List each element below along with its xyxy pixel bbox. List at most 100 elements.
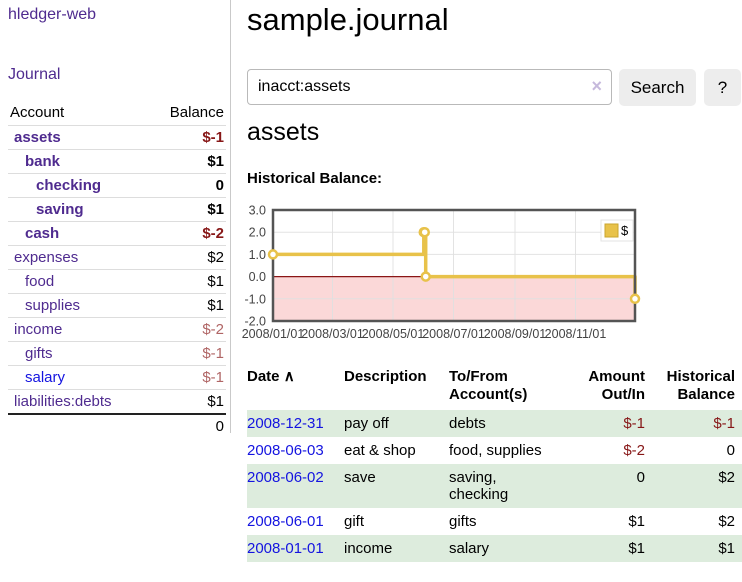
register-date-link[interactable]: 2008-06-02 — [247, 469, 324, 486]
register-header-accounts: To/From Account(s) — [449, 368, 528, 403]
register-balance: $2 — [645, 464, 742, 508]
account-link[interactable]: expenses — [14, 249, 79, 266]
register-amount: 0 — [549, 464, 645, 508]
register-balance: $-1 — [645, 410, 742, 437]
y-axis-tick-label: 0.0 — [249, 270, 266, 284]
help-button[interactable]: ? — [704, 69, 741, 106]
x-axis-tick-label: 2008/07/01 — [422, 327, 485, 341]
account-balance: $-2 — [148, 221, 226, 246]
accounts-table: Account Balance assets $-1 bank $1 checking 0… — [8, 100, 226, 438]
register-date-link[interactable]: 2008-06-03 — [247, 442, 324, 459]
account-row: food $1 — [8, 269, 226, 294]
register-row: 2008-06-02 save saving, checking 0 $2 — [247, 464, 742, 508]
register-description: save — [344, 464, 449, 508]
x-axis-tick-label: 2008/09/01 — [484, 327, 547, 341]
register-header-description: Description — [344, 368, 427, 385]
account-row: liabilities:debts $1 — [8, 389, 226, 414]
account-balance: $2 — [148, 245, 226, 270]
account-balance: $-1 — [148, 125, 226, 150]
register-amount: $-1 — [549, 410, 645, 437]
register-table: Date ∧ Description To/From Account(s) Am… — [247, 360, 742, 562]
register-amount: $1 — [549, 535, 645, 562]
register-description: gift — [344, 513, 365, 530]
legend-label: $ — [621, 223, 629, 238]
accounts-header-account: Account — [10, 104, 65, 121]
data-point-marker — [267, 249, 279, 260]
x-axis-tick-label: 2008/03/01 — [301, 327, 364, 341]
sort-ascending-icon: ∧ — [283, 368, 295, 385]
account-link[interactable]: supplies — [25, 297, 81, 314]
legend-swatch — [604, 223, 619, 238]
account-balance: $-2 — [148, 317, 226, 342]
account-balance: $1 — [148, 149, 226, 174]
register-description: income — [344, 535, 449, 562]
register-row: 2008-06-01 gift gifts $1 $2 — [247, 508, 742, 535]
sidebar-item-journal[interactable]: Journal — [8, 66, 61, 83]
account-row: income $-2 — [8, 317, 226, 342]
data-point-marker — [629, 293, 641, 305]
account-row: checking 0 — [8, 173, 226, 198]
register-balance: 0 — [726, 442, 735, 459]
sidebar: hledger-web Journal Account Balance asse… — [0, 0, 231, 438]
search-button[interactable]: Search — [619, 69, 696, 106]
account-row: bank $1 — [8, 149, 226, 174]
register-header-date[interactable]: Date ∧ — [247, 368, 295, 385]
register-date-link[interactable]: 2008-01-01 — [247, 540, 324, 557]
account-link[interactable]: bank — [25, 153, 61, 170]
y-axis-tick-label: 1.0 — [249, 248, 266, 262]
register-balance: $2 — [718, 513, 735, 530]
x-axis-tick-label: 2008/01/01 — [242, 327, 305, 341]
accounts-header-balance: Balance — [169, 104, 224, 121]
account-row: assets $-1 — [8, 125, 226, 150]
account-link[interactable]: salary — [25, 369, 66, 386]
chart-title: Historical Balance: — [247, 170, 383, 187]
account-row: supplies $1 — [8, 293, 226, 318]
account-link[interactable]: income — [14, 321, 63, 338]
search-input[interactable] — [247, 69, 612, 105]
clear-search-icon[interactable]: × — [591, 76, 602, 96]
register-header-balance: Historical Balance — [666, 368, 735, 403]
account-row: gifts $-1 — [8, 341, 226, 366]
data-point-marker — [419, 226, 430, 238]
register-row: 2008-06-03 eat & shop food, supplies $-2 0 — [247, 437, 742, 464]
y-axis-tick-label: 2.0 — [249, 226, 266, 240]
account-balance: $-1 — [148, 365, 226, 390]
register-accounts: saving, checking — [449, 464, 549, 508]
account-balance: $1 — [148, 197, 226, 222]
account-balance: 0 — [148, 173, 226, 198]
account-link[interactable]: liabilities:debts — [14, 393, 112, 410]
search-form: × — [247, 69, 612, 105]
register-accounts: salary — [449, 535, 549, 562]
register-row: 2008-01-01 income salary $1 $1 — [247, 535, 742, 562]
y-axis-tick-label: -1.0 — [244, 292, 266, 306]
register-description: eat & shop — [344, 442, 416, 459]
account-link[interactable]: checking — [36, 177, 102, 194]
account-balance: $1 — [148, 269, 226, 294]
register-header-amount: Amount Out/In — [588, 368, 645, 403]
account-row: expenses $2 — [8, 245, 226, 270]
account-heading: assets — [247, 118, 320, 146]
app-title-link[interactable]: hledger-web — [8, 6, 97, 23]
y-axis-tick-label: 3.0 — [249, 204, 266, 218]
account-row: saving $1 — [8, 197, 226, 222]
account-link[interactable]: gifts — [25, 345, 53, 362]
account-link[interactable]: assets — [14, 129, 61, 146]
register-accounts: debts — [449, 410, 549, 437]
account-link[interactable]: cash — [25, 225, 60, 242]
register-row: 2008-12-31 pay off debts $-1 $-1 — [247, 410, 742, 437]
page-title: sample.journal — [247, 2, 449, 37]
account-row: salary $-1 — [8, 365, 226, 390]
register-date-link[interactable]: 2008-12-31 — [247, 415, 324, 432]
x-axis-tick-label: 2008/05/01 — [362, 327, 425, 341]
account-balance: $1 — [148, 389, 226, 414]
account-link[interactable]: saving — [36, 201, 84, 218]
register-date-link[interactable]: 2008-06-01 — [247, 513, 324, 530]
account-link[interactable]: food — [25, 273, 55, 290]
account-row: cash $-2 — [8, 221, 226, 246]
register-accounts: gifts — [449, 513, 477, 530]
y-axis-tick-label: -2.0 — [244, 315, 266, 329]
historical-balance-chart: $3.0 2.0 1.0 0.0 -1.0 -2.02008/01/012008/03/0… — [242, 204, 641, 341]
register-balance: $1 — [645, 535, 742, 562]
accounts-total: 0 — [148, 413, 226, 438]
